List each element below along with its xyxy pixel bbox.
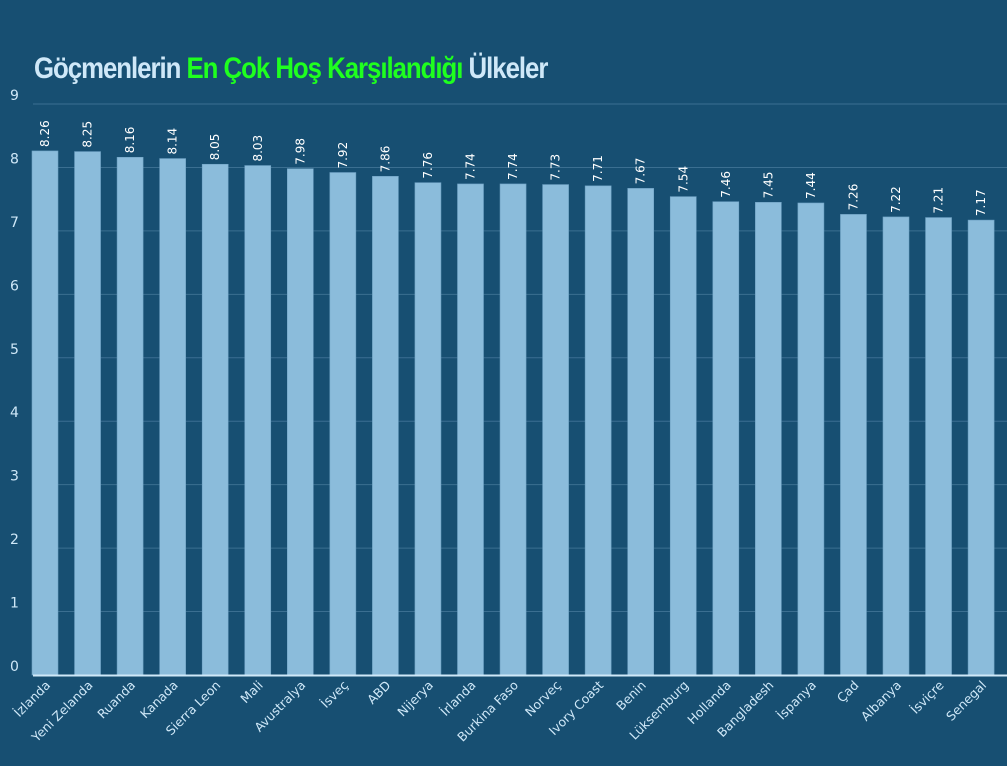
bar [797, 202, 825, 676]
value-label: 7.67 [634, 158, 648, 185]
y-tick-label: 3 [10, 469, 19, 485]
value-label: 7.76 [421, 152, 435, 179]
bar [286, 168, 314, 676]
bar [74, 151, 101, 676]
y-tick-label: 0 [10, 659, 19, 675]
category-label: İrlanda [437, 678, 478, 719]
bar [627, 188, 655, 676]
bar [755, 202, 782, 676]
bar [967, 219, 995, 676]
category-label: Nijerya [394, 678, 436, 720]
value-label: 7.74 [464, 153, 478, 180]
title-part-1: Göçmenlerin [34, 52, 187, 85]
y-tick-label: 8 [10, 151, 19, 167]
bar [329, 172, 357, 676]
bar [244, 165, 272, 676]
category-label: Ruanda [94, 678, 138, 722]
value-label: 7.46 [719, 171, 733, 198]
value-label: 7.92 [336, 142, 350, 169]
bar [584, 185, 612, 676]
value-label: 7.54 [676, 166, 690, 193]
category-label: Albanya [858, 678, 904, 724]
category-label: İsveç [318, 677, 351, 710]
category-label: İspanya [774, 678, 819, 723]
value-label: 7.22 [889, 186, 903, 213]
value-label: 8.16 [123, 127, 137, 154]
value-label: 7.17 [974, 189, 988, 216]
bar [414, 182, 442, 676]
category-label: ABD [364, 678, 394, 708]
value-label: 8.26 [38, 120, 52, 147]
value-label: 7.98 [293, 138, 307, 165]
bar [712, 201, 740, 676]
value-label: 8.03 [251, 135, 265, 162]
y-tick-label: 5 [10, 342, 19, 358]
y-tick-label: 1 [10, 596, 19, 612]
title-highlight: En Çok Hoş Karşılandığı [186, 52, 464, 85]
value-label: 7.86 [378, 146, 392, 173]
title-part-3: Ülkeler [462, 52, 549, 85]
value-label: 7.74 [506, 153, 520, 180]
bar [925, 217, 952, 676]
value-label: 7.73 [549, 154, 563, 181]
category-label: Norveç [522, 677, 564, 719]
bar [840, 214, 867, 676]
y-tick-label: 2 [10, 532, 19, 548]
bar [116, 156, 144, 676]
value-label: 7.44 [804, 172, 818, 199]
value-label: 7.21 [932, 187, 946, 214]
bar [669, 196, 697, 676]
value-label: 7.71 [591, 155, 605, 182]
category-label: Mali [237, 678, 266, 707]
value-label: 8.25 [81, 121, 95, 148]
value-label: 7.45 [761, 172, 775, 199]
y-tick-label: 6 [10, 278, 19, 294]
bar [372, 176, 399, 676]
category-label: İzlanda [11, 678, 53, 720]
bar [201, 163, 229, 676]
value-label: 8.05 [208, 134, 222, 161]
bar [882, 216, 910, 676]
chart-title: Göçmenlerin En Çok Hoş Karşılandığı Ülke… [34, 52, 549, 86]
y-tick-label: 9 [10, 88, 19, 104]
bar [159, 158, 186, 676]
bar [542, 184, 569, 676]
category-label: Benin [613, 678, 649, 714]
category-label: Senegal [943, 678, 989, 724]
value-label: 8.14 [166, 128, 180, 155]
y-tick-label: 7 [10, 215, 19, 231]
category-label: İsviçre [907, 677, 946, 716]
y-tick-label: 4 [10, 405, 19, 421]
value-label: 7.26 [846, 184, 860, 211]
bar [457, 183, 484, 676]
bar [31, 150, 59, 676]
bar [499, 183, 527, 676]
category-label: Çad [834, 678, 862, 706]
